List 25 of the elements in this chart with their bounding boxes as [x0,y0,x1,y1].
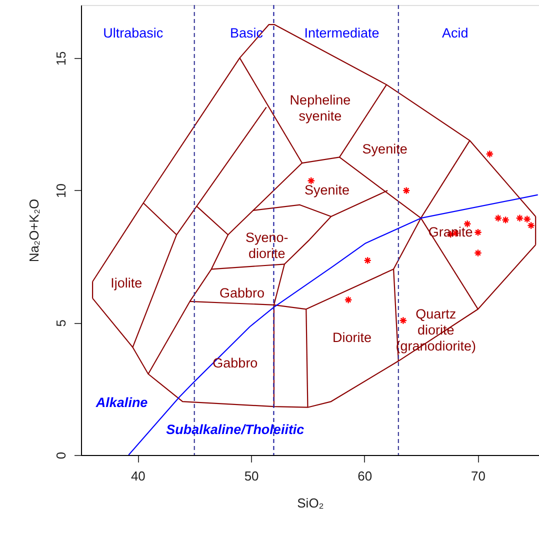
annotation: Nepheline syenite [290,92,351,124]
annotation: Diorite [332,330,372,345]
y-tick-label: 10 [54,184,68,198]
y-axis-title: Na₂O+K₂O [26,198,42,262]
annotation: Acid [442,26,468,41]
x-tick-label: 60 [358,468,372,484]
annotation: Subalkaline/Tholeiitic [166,422,305,437]
y-tick-label: 15 [54,51,68,66]
y-tick-label: 5 [54,320,68,327]
annotation: Syeno- diorite [246,230,288,261]
x-axis-title: SiO₂ [297,496,324,510]
annotation: Ijolite [110,276,142,291]
annotation: Gabbro [212,356,258,371]
annotation: Intermediate [304,26,380,41]
annotation: Gabbro [219,286,264,301]
annotation: Basic [230,26,264,41]
annotation: Granite [428,224,473,240]
annotation: Syenite [362,141,408,156]
x-tick-label: 70 [471,468,486,484]
y-tick-label: 0 [54,452,68,460]
x-tick-label: 40 [130,468,146,484]
annotation: Ultrabasic [103,26,164,41]
annotation: Alkaline [94,394,148,410]
x-tick-label: 50 [244,468,259,484]
annotation: Syenite [304,182,350,198]
